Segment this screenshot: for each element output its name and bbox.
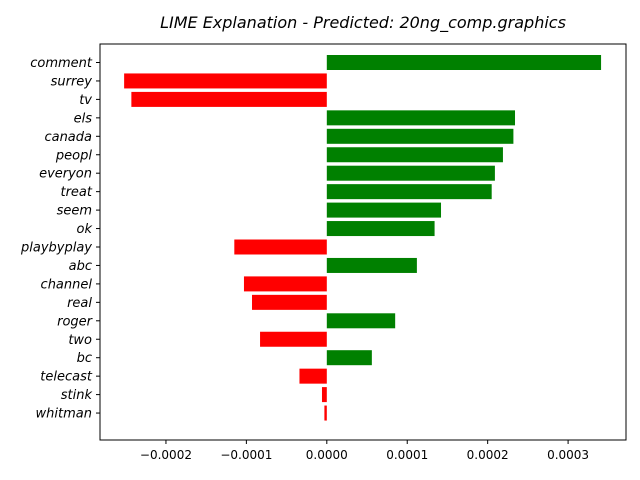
- bar-two: [260, 331, 327, 347]
- plot-frame: [99, 43, 627, 441]
- bar-tv: [131, 91, 327, 107]
- bar-surrey: [124, 73, 327, 89]
- category-label-two: two: [68, 333, 92, 348]
- x-tick-label: 0.0000: [306, 448, 348, 462]
- category-label-channel: channel: [41, 277, 93, 292]
- category-label-real: real: [67, 296, 92, 311]
- bar-real: [252, 294, 327, 310]
- bar-roger: [326, 313, 396, 329]
- bar-channel: [243, 276, 327, 292]
- bar-els: [326, 110, 516, 126]
- bars-group: [124, 55, 602, 421]
- category-label-bc: bc: [77, 351, 92, 366]
- bar-stink: [321, 387, 327, 403]
- bar-whitman: [324, 405, 327, 421]
- category-label-comment: comment: [30, 56, 93, 71]
- category-label-whitman: whitman: [36, 407, 92, 422]
- x-tick-label: 0.0001: [386, 448, 428, 462]
- bar-telecast: [299, 368, 327, 384]
- category-label-ok: ok: [77, 222, 93, 237]
- bar-comment: [326, 55, 602, 70]
- category-label-tv: tv: [79, 93, 92, 108]
- bar-treat: [326, 184, 492, 200]
- category-label-stink: stink: [61, 388, 93, 403]
- category-label-everyon: everyon: [39, 167, 92, 182]
- x-tick-label: 0.0002: [467, 448, 509, 462]
- category-label-seem: seem: [57, 204, 92, 219]
- bar-peopl: [326, 147, 503, 163]
- category-label-peopl: peopl: [55, 148, 92, 163]
- bar-everyon: [326, 165, 495, 181]
- category-label-telecast: telecast: [40, 370, 93, 385]
- category-label-playbyplay: playbyplay: [20, 241, 92, 256]
- category-labels-group: comment surrey tv els canada peopl everyon trea…: [20, 56, 100, 422]
- category-label-canada: canada: [44, 130, 92, 145]
- x-ticks-group: −0.0002 −0.0001 0.0000 0.0001 0.0002 0.0003: [140, 440, 589, 462]
- category-label-abc: abc: [69, 259, 92, 274]
- x-tick-label: 0.0003: [547, 448, 589, 462]
- x-tick-label: −0.0001: [220, 448, 272, 462]
- bar-ok: [326, 221, 435, 237]
- bar-abc: [326, 257, 417, 273]
- bar-playbyplay: [234, 239, 327, 255]
- category-label-treat: treat: [60, 185, 92, 200]
- bar-bc: [326, 350, 372, 366]
- category-label-surrey: surrey: [51, 74, 93, 89]
- bar-canada: [326, 128, 514, 144]
- chart-title: LIME Explanation - Predicted: 20ng_comp.…: [160, 13, 566, 33]
- x-tick-label: −0.0002: [140, 448, 192, 462]
- category-label-roger: roger: [57, 314, 94, 329]
- category-label-els: els: [74, 111, 93, 126]
- bar-seem: [326, 202, 442, 218]
